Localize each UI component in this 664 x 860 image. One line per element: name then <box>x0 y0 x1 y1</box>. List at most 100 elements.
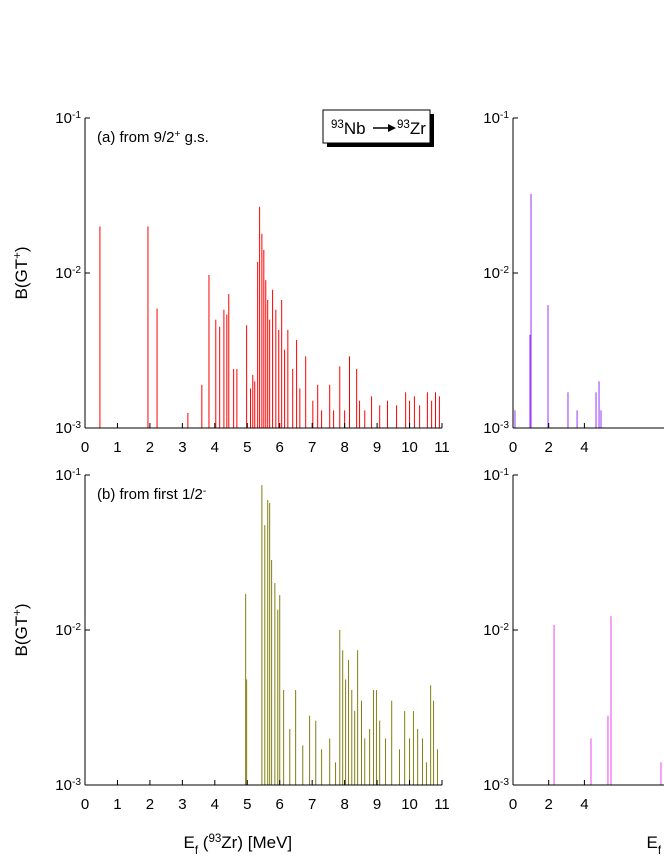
x-tick-label: 2 <box>545 439 553 456</box>
text-part: -2 <box>500 265 509 276</box>
x-tick-label: 8 <box>340 796 348 813</box>
y-tick-label: 10-3 <box>483 777 509 795</box>
text-part: -3 <box>72 777 81 788</box>
text-part: f <box>195 845 199 857</box>
y-tick-label: 10-1 <box>483 110 509 128</box>
text-part: f <box>658 845 662 857</box>
text-part: 93 <box>331 119 344 131</box>
text-part: -3 <box>500 777 509 788</box>
text-part: 93 <box>208 833 221 845</box>
x-tick-label: 2 <box>146 796 154 813</box>
text-part: 10 <box>483 110 500 127</box>
x-tick-label: 1 <box>113 796 121 813</box>
text-part: ) <box>12 603 31 609</box>
text-part: -1 <box>72 110 81 121</box>
text-part: (b) from first 1/2 <box>97 486 203 503</box>
text-part: 10 <box>55 110 72 127</box>
text-part: + <box>12 252 24 259</box>
text-part: 10 <box>55 467 72 484</box>
annotation: (a) from 9/2+ g.s. <box>97 129 209 147</box>
x-tick-label: 6 <box>276 439 284 456</box>
x-tick-label: 11 <box>434 796 450 813</box>
x-tick-label: 0 <box>509 796 517 813</box>
text-part: + <box>12 609 24 616</box>
text-part: ( <box>661 833 664 852</box>
text-part: 10 <box>483 467 500 484</box>
text-part: B(GT <box>12 259 31 300</box>
y-tick-label: 10-2 <box>55 622 81 640</box>
text-part: 10 <box>55 622 72 639</box>
y-tick-label: 10-2 <box>483 622 509 640</box>
text-part: g.s. <box>180 129 208 146</box>
text-part: Zr) [MeV] <box>221 833 292 852</box>
text-part: + <box>175 129 181 140</box>
text-part: -1 <box>500 110 509 121</box>
y-tick-label: 10-1 <box>55 110 81 128</box>
y-axis-label: B(GT+) <box>12 603 31 656</box>
x-tick-label: 0 <box>509 439 517 456</box>
text-part: -3 <box>500 420 509 431</box>
text-part: (a) from 9/2 <box>97 129 175 146</box>
x-tick-label: 5 <box>243 796 251 813</box>
text-part: ( <box>198 833 209 852</box>
x-tick-label: 10 <box>401 439 418 456</box>
x-tick-label: 8 <box>340 439 348 456</box>
text-part: 10 <box>55 777 72 794</box>
y-tick-label: 10-2 <box>483 265 509 283</box>
x-tick-label: 9 <box>373 796 381 813</box>
x-tick-label: 10 <box>401 796 418 813</box>
x-tick-label: 3 <box>178 796 186 813</box>
text-part: E <box>184 833 195 852</box>
text-part: 93 <box>397 119 410 131</box>
x-tick-label: 4 <box>211 439 219 456</box>
inset-box <box>322 109 434 147</box>
x-tick-label: 0 <box>81 796 89 813</box>
text-part: 10 <box>55 420 72 437</box>
x-tick-label: 4 <box>211 796 219 813</box>
text-part: 10 <box>55 265 72 282</box>
text-part: 10 <box>483 777 500 794</box>
y-tick-label: 10-2 <box>55 265 81 283</box>
y-tick-label: 10-1 <box>55 467 81 485</box>
text-part: 10 <box>483 265 500 282</box>
x-tick-label: 4 <box>580 439 588 456</box>
y-tick-label: 10-3 <box>55 777 81 795</box>
x-tick-label: 7 <box>308 796 316 813</box>
text-part: 10 <box>483 420 500 437</box>
y-tick-label: 10-1 <box>483 467 509 485</box>
x-tick-label: 9 <box>373 439 381 456</box>
y-tick-label: 10-3 <box>483 420 509 438</box>
text-part: -3 <box>72 420 81 431</box>
text-part: -2 <box>500 622 509 633</box>
x-tick-label: 1 <box>113 439 121 456</box>
x-axis-label: Ef (93Zr) [MeV] <box>184 833 293 857</box>
x-tick-label: 2 <box>146 439 154 456</box>
annotation: (b) from first 1/2- <box>97 486 206 504</box>
text-part: -2 <box>72 265 81 276</box>
text-part: Zr <box>410 119 426 138</box>
y-tick-label: 10-3 <box>55 420 81 438</box>
x-tick-label: 7 <box>308 439 316 456</box>
x-tick-label: 4 <box>580 796 588 813</box>
text-part: - <box>203 486 206 497</box>
text-part: Nb <box>344 119 366 138</box>
x-tick-label: 0 <box>81 439 89 456</box>
x-tick-label: 2 <box>545 796 553 813</box>
inset-text: 93Zr <box>397 119 426 138</box>
x-tick-label: 3 <box>178 439 186 456</box>
text-part: -1 <box>72 467 81 478</box>
x-tick-label: 5 <box>243 439 251 456</box>
text-part: ) <box>12 246 31 252</box>
text-part: 10 <box>483 622 500 639</box>
x-tick-label: 11 <box>434 439 450 456</box>
x-axis-label: Ef (9 <box>647 833 664 857</box>
inset-text: 93Nb <box>331 119 366 138</box>
text-part: B(GT <box>12 616 31 657</box>
text-part: -1 <box>500 467 509 478</box>
text-part: -2 <box>72 622 81 633</box>
x-tick-label: 6 <box>276 796 284 813</box>
text-part: E <box>647 833 658 852</box>
y-axis-label: B(GT+) <box>12 246 31 299</box>
